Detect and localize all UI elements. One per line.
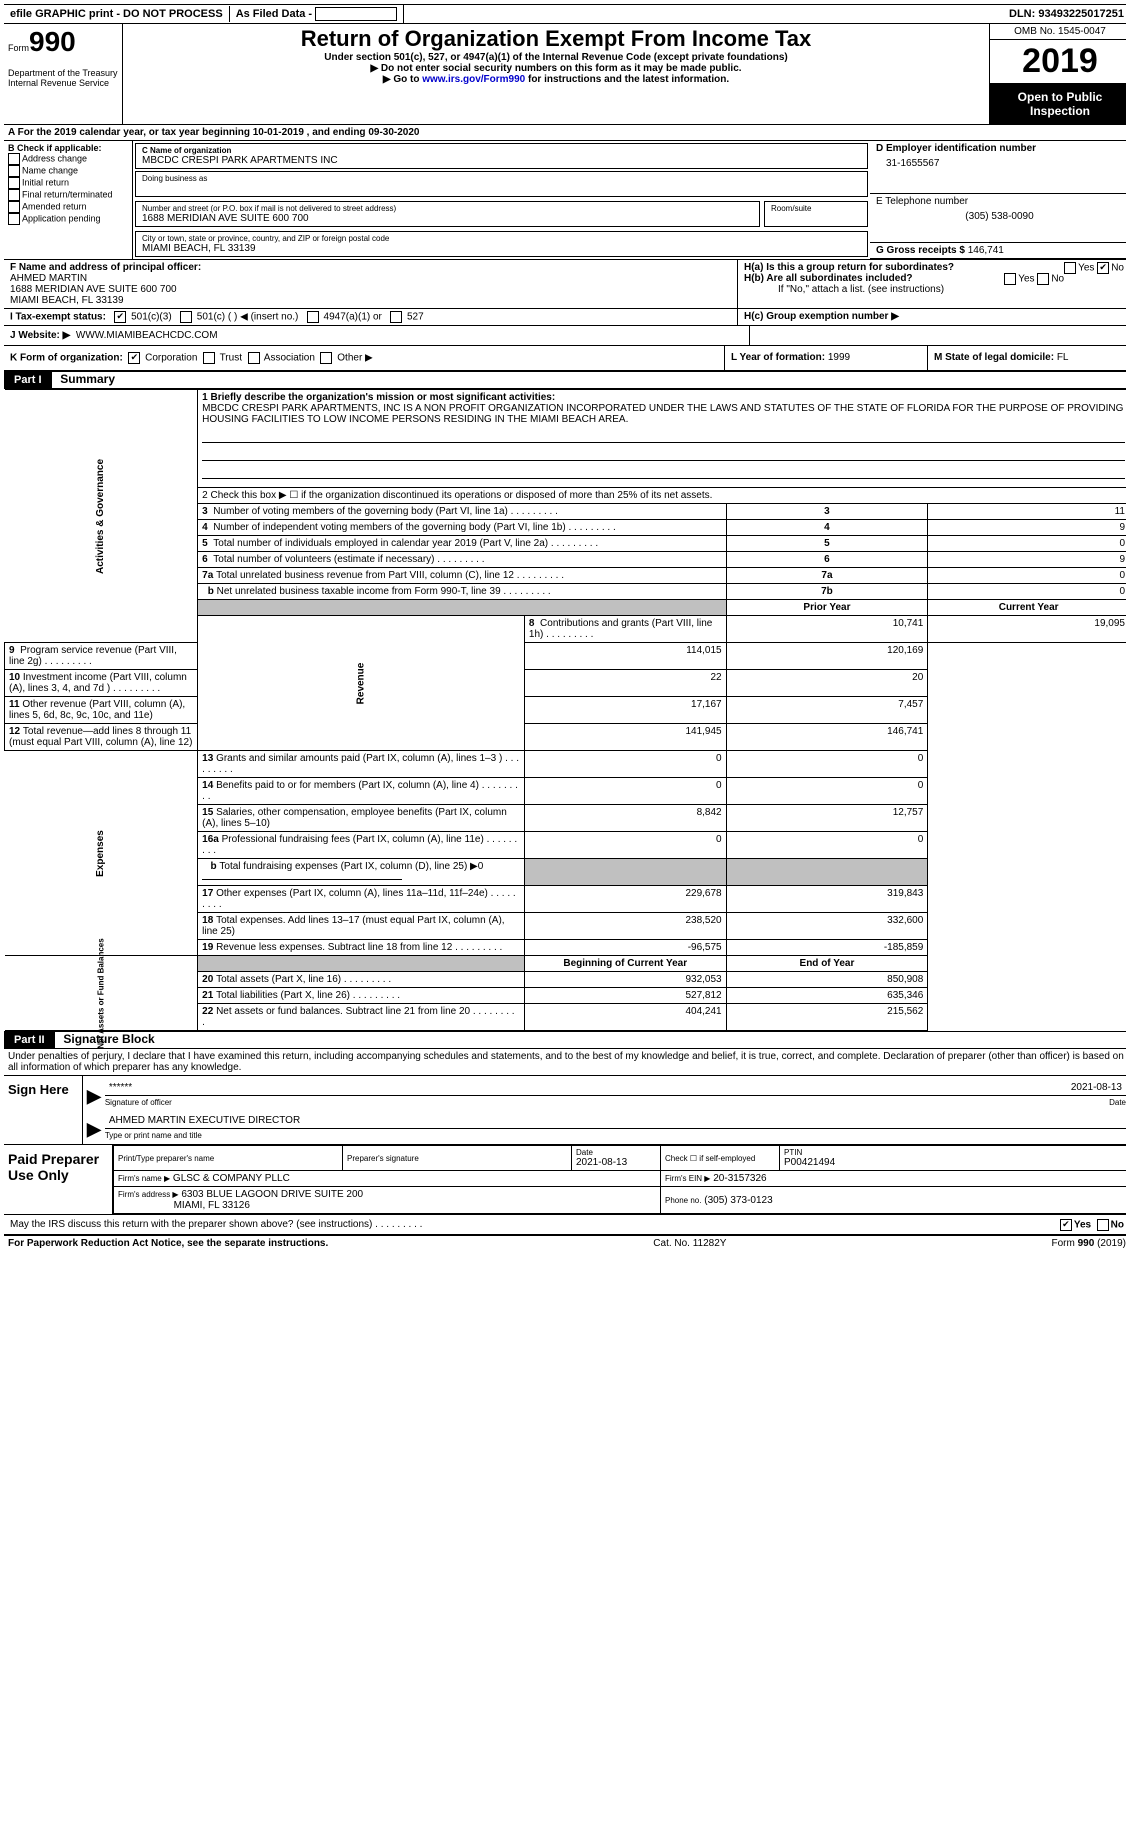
table-row: 11 Other revenue (Part VIII, column (A),… [5, 697, 1126, 724]
table-row: 9 Program service revenue (Part VIII, li… [5, 643, 1126, 670]
form-title-block: Return of Organization Exempt From Incom… [123, 24, 989, 124]
form-id-block: Form990 Department of the Treasury Inter… [4, 24, 123, 124]
row-j: J Website: ▶ WWW.MIAMIBEACHCDC.COM [4, 326, 1126, 346]
row-i: I Tax-exempt status: ✔ 501(c)(3) 501(c) … [4, 309, 1126, 326]
omb-block: OMB No. 1545-0047 2019 Open to Public In… [989, 24, 1126, 124]
entity-block: B Check if applicable: Address change Na… [4, 141, 1126, 260]
part1-header: Part I Summary [4, 371, 1126, 389]
row-klm: K Form of organization: ✔ Corporation Tr… [4, 346, 1126, 371]
section-deg: D Employer identification number 31-1655… [870, 141, 1126, 259]
section-c: C Name of organization MBCDC CRESPI PARK… [133, 141, 870, 259]
table-row: 10 Investment income (Part VIII, column … [5, 670, 1126, 697]
section-b: B Check if applicable: Address change Na… [4, 141, 133, 259]
efile-header: efile GRAPHIC print - DO NOT PROCESS As … [4, 4, 1126, 24]
page-footer: For Paperwork Reduction Act Notice, see … [4, 1235, 1126, 1251]
efile-label: efile GRAPHIC print - DO NOT PROCESS [4, 6, 230, 22]
dln: DLN: 93493225017251 [1003, 6, 1126, 22]
irs-link[interactable]: www.irs.gov/Form990 [422, 74, 525, 85]
fh-block: F Name and address of principal officer:… [4, 260, 1126, 309]
paid-preparer-block: Paid Preparer Use Only Print/Type prepar… [4, 1145, 1126, 1215]
summary-table: Activities & Governance 1 Briefly descri… [4, 389, 1126, 1031]
form-title: Return of Organization Exempt From Incom… [129, 26, 983, 52]
tax-year-row: A For the 2019 calendar year, or tax yea… [4, 125, 1126, 141]
table-row: 12 Total revenue—add lines 8 through 11 … [5, 724, 1126, 751]
as-filed-label: As Filed Data - [230, 5, 404, 23]
discuss-row: May the IRS discuss this return with the… [4, 1215, 1126, 1235]
sign-here-block: Sign Here ▶ ******2021-08-13 Signature o… [4, 1075, 1126, 1145]
sig-declaration: Under penalties of perjury, I declare th… [4, 1049, 1126, 1075]
form-header: Form990 Department of the Treasury Inter… [4, 24, 1126, 125]
part2-header: Part II Signature Block [4, 1031, 1126, 1049]
